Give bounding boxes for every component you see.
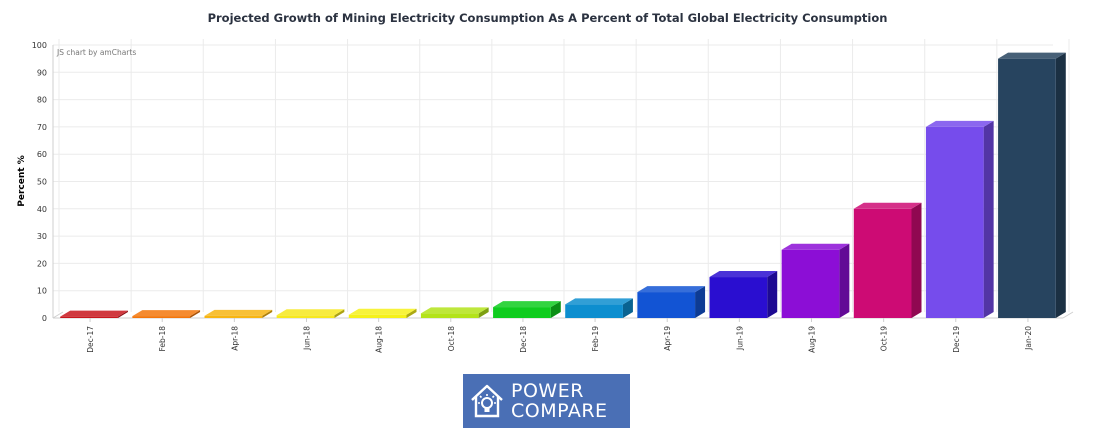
bar-top-face bbox=[709, 271, 778, 278]
logo-text-compare: COMPARE bbox=[511, 400, 608, 422]
x-tick-label: Jun-19 bbox=[735, 326, 744, 351]
bar-Apr-19[interactable] bbox=[637, 286, 706, 318]
bar-Feb-18[interactable] bbox=[132, 310, 201, 318]
axis-depth-line bbox=[52, 311, 64, 319]
bar-Aug-18[interactable] bbox=[348, 308, 417, 318]
house-lightbulb-icon bbox=[471, 384, 503, 418]
bar-Oct-18[interactable] bbox=[420, 307, 489, 318]
bar-Jun-18[interactable] bbox=[276, 309, 345, 318]
bar-front-face bbox=[420, 313, 479, 318]
x-tick-label: Aug-19 bbox=[808, 326, 817, 353]
bar-front-face bbox=[998, 58, 1056, 319]
bar-top-face bbox=[998, 52, 1066, 59]
bar-side-face bbox=[695, 286, 706, 318]
bar-front-face bbox=[637, 292, 696, 318]
x-tick-label: Feb-18 bbox=[158, 326, 167, 352]
power-compare-logo: POWER COMPARE bbox=[463, 374, 630, 428]
bar-top-face bbox=[132, 310, 201, 317]
bar-front-face bbox=[853, 208, 912, 318]
bar-top-face bbox=[276, 309, 345, 316]
x-tick-label: Jan-20 bbox=[1024, 326, 1033, 351]
bar-Dec-18[interactable] bbox=[493, 301, 561, 318]
bar-top-face bbox=[348, 308, 417, 315]
amcharts-credit-link[interactable]: JS chart by amCharts bbox=[57, 48, 137, 57]
y-tick-label: 40 bbox=[37, 205, 47, 214]
bar-side-face bbox=[334, 309, 345, 318]
bar-front-face bbox=[132, 316, 191, 318]
axis-depth-line-right bbox=[1062, 311, 1074, 319]
y-tick-label: 30 bbox=[37, 232, 47, 241]
bar-front-face bbox=[60, 316, 118, 318]
bar-front-face bbox=[204, 315, 263, 318]
x-tick-label: Apr-19 bbox=[663, 326, 672, 351]
bar-Oct-19[interactable] bbox=[853, 202, 922, 318]
bar-side-face bbox=[1055, 52, 1066, 319]
bar-front-face bbox=[781, 249, 840, 318]
bar-side-face bbox=[767, 271, 778, 318]
bar-side-face bbox=[406, 308, 417, 318]
y-tick-label: 100 bbox=[32, 41, 47, 50]
y-tick-label: 20 bbox=[37, 259, 47, 268]
x-tick-label: Oct-19 bbox=[880, 326, 889, 351]
bar-top-face bbox=[781, 243, 850, 250]
bar-side-face bbox=[262, 309, 273, 318]
y-tick-label: 10 bbox=[37, 287, 47, 296]
bar-front-face bbox=[276, 315, 335, 318]
bar-top-face bbox=[420, 307, 489, 314]
bar-side-face bbox=[117, 310, 128, 318]
y-tick-label: 90 bbox=[37, 68, 47, 77]
logo-text-power: POWER bbox=[511, 380, 584, 402]
y-tick-label: 50 bbox=[37, 178, 47, 187]
x-tick-label: Aug-18 bbox=[375, 326, 384, 353]
y-tick-label: 80 bbox=[37, 96, 47, 105]
bar-chart: 0 10 20 30 40 50 60 70 80 90 100 Dec-17 Feb-18 Apr-18… bbox=[32, 39, 1074, 353]
bar-Jun-19[interactable] bbox=[709, 271, 778, 318]
bar-top-face bbox=[925, 120, 994, 127]
bar-Feb-19[interactable] bbox=[565, 298, 633, 318]
bar-front-face bbox=[493, 307, 551, 318]
bar-top-face bbox=[637, 286, 706, 293]
bar-side-face bbox=[911, 202, 922, 318]
bar-side-face bbox=[190, 310, 201, 318]
bar-top-face bbox=[60, 310, 128, 317]
bar-side-face bbox=[622, 298, 633, 318]
bar-Dec-19[interactable] bbox=[925, 120, 994, 319]
x-tick-label: Dec-19 bbox=[952, 326, 961, 353]
chart-title: Projected Growth of Mining Electricity C… bbox=[207, 11, 888, 25]
y-tick-label: 70 bbox=[37, 123, 47, 132]
bar-side-face bbox=[478, 307, 489, 318]
x-tick-label: Dec-17 bbox=[86, 326, 95, 353]
bar-side-face bbox=[839, 243, 850, 318]
x-tick-label: Dec-18 bbox=[519, 326, 528, 353]
y-tick-label: 0 bbox=[42, 314, 47, 323]
bar-side-face bbox=[550, 301, 561, 318]
bar-front-face bbox=[709, 277, 768, 318]
x-tick-label: Oct-18 bbox=[447, 326, 456, 351]
bar-front-face bbox=[925, 126, 984, 319]
bar-Jan-20[interactable] bbox=[998, 52, 1066, 319]
bar-front-face bbox=[565, 304, 623, 318]
bar-side-face bbox=[983, 120, 994, 319]
x-tick-label: Jun-18 bbox=[303, 326, 312, 351]
bar-Apr-18[interactable] bbox=[204, 309, 273, 318]
bar-top-face bbox=[493, 301, 561, 308]
y-tick-label: 60 bbox=[37, 150, 47, 159]
x-tick-label: Feb-19 bbox=[591, 326, 600, 352]
bar-Aug-19[interactable] bbox=[781, 243, 850, 318]
bar-top-face bbox=[853, 202, 922, 209]
bar-front-face bbox=[348, 314, 407, 318]
x-tick-label: Apr-18 bbox=[230, 326, 239, 351]
bar-top-face bbox=[204, 309, 273, 316]
bar-Dec-17[interactable] bbox=[60, 310, 128, 318]
bar-top-face bbox=[565, 298, 633, 305]
